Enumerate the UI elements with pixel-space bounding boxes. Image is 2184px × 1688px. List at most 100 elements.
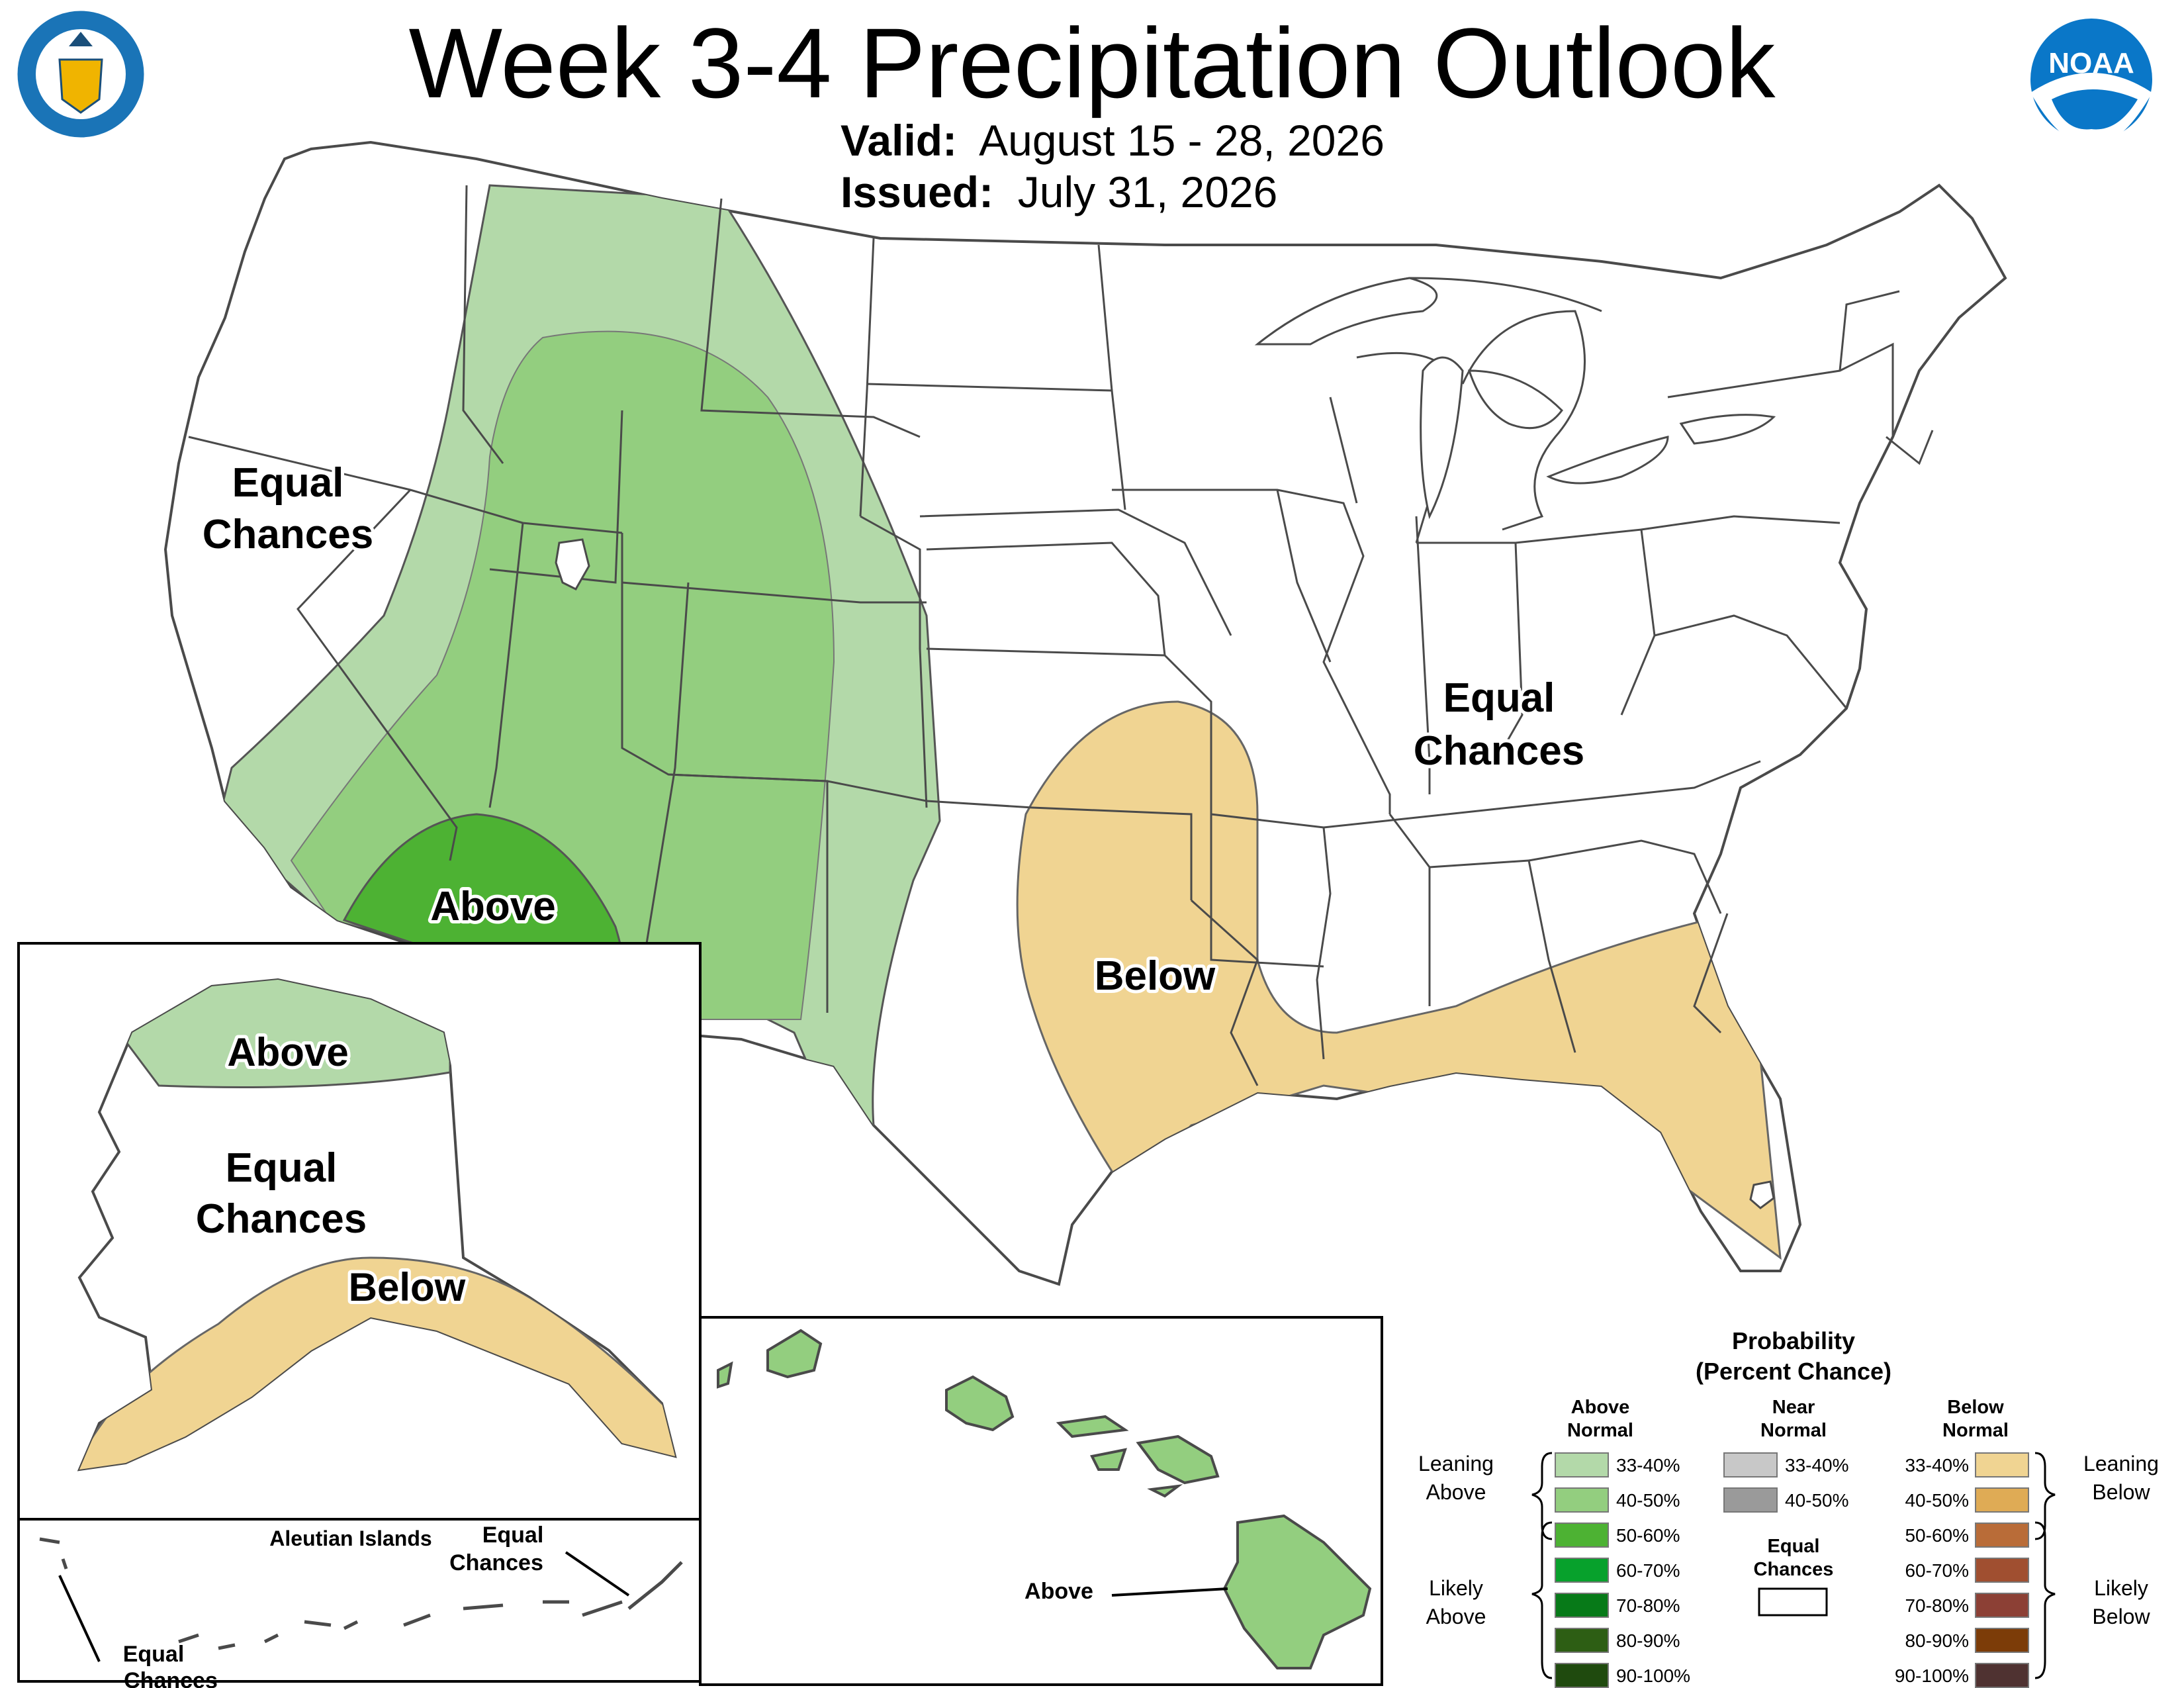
legend-below-swatch — [1975, 1663, 2029, 1688]
eagle-icon — [69, 32, 93, 46]
valid-value: August 15 - 28, 2026 — [979, 116, 1385, 165]
aleutian-equal-right-1: Equal — [482, 1523, 544, 1548]
legend-near-column: 33-40% 40-50% — [1723, 1452, 1849, 1513]
west-equal-label-2: Chances — [203, 512, 373, 557]
legend-above-swatch — [1555, 1593, 1609, 1618]
legend-above-swatch — [1555, 1523, 1609, 1548]
east-equal-label-1: Equal — [1443, 675, 1555, 721]
aleutian-equal-right-2: Chances — [449, 1550, 543, 1575]
legend-leaning-below-bracket — [2034, 1452, 2056, 1540]
legend-above-swatch — [1555, 1628, 1609, 1653]
aleutian-right-pointer — [565, 1551, 630, 1597]
aleutian-title: Aleutian Islands — [269, 1526, 432, 1550]
legend-above-label: 40-50% — [1616, 1490, 1680, 1511]
alaska-above-label: Above — [227, 1030, 348, 1074]
legend-above-head-2: Normal — [1567, 1420, 1633, 1441]
issued-value: July 31, 2026 — [1017, 167, 1278, 216]
legend-below-column: 33-40% 40-50% 50-60% 60-70% 70-80% 80-90% 90-1… — [1895, 1452, 2029, 1688]
legend-above-swatch — [1555, 1558, 1609, 1583]
legend-title-2: (Percent Chance) — [1696, 1358, 1891, 1385]
south-below-label: Below — [1095, 953, 1216, 999]
legend-below-swatch — [1975, 1558, 2029, 1583]
legend-above-label: 80-90% — [1616, 1630, 1680, 1651]
legend-near-head-1: Near — [1772, 1397, 1815, 1418]
legend-below-label: 60-70% — [1905, 1560, 1969, 1581]
southwest-above-label: Above — [430, 884, 555, 929]
aleutian-equal-left-2: Chances — [124, 1668, 218, 1688]
legend-near-swatch — [1723, 1487, 1778, 1513]
legend-below-label: 40-50% — [1905, 1490, 1969, 1511]
hawaii-above-label: Above — [1024, 1579, 1093, 1604]
legend-below-label: 90-100% — [1895, 1665, 1969, 1686]
legend-below-swatch — [1975, 1628, 2029, 1653]
valid-label: Valid: — [841, 116, 958, 165]
legend-below-label: 50-60% — [1905, 1525, 1969, 1546]
legend-below-label: 33-40% — [1905, 1455, 1969, 1476]
legend-above-label: 90-100% — [1616, 1665, 1690, 1686]
legend-near-head-2: Normal — [1760, 1420, 1827, 1441]
aleutian-islands — [39, 1537, 683, 1650]
noaa-logo-text: NOAA — [2048, 47, 2134, 79]
hawaii-pointer — [1111, 1587, 1228, 1597]
legend-near-label: 33-40% — [1785, 1455, 1849, 1476]
legend-near-label: 40-50% — [1785, 1490, 1849, 1511]
legend-likely-above-bracket — [1531, 1521, 1553, 1679]
great-lakes — [1254, 277, 1776, 520]
legend-equal-1: Equal — [1768, 1536, 1820, 1557]
alaska-below-label: Below — [349, 1265, 466, 1309]
aleutian-inset-frame — [17, 1518, 702, 1683]
aleutian-inset: Aleutian Islands Equal Chances Equal Cha… — [17, 1518, 702, 1688]
aleutian-equal-left-1: Equal — [123, 1642, 185, 1667]
commerce-seal — [15, 9, 146, 140]
legend-leaning-above-1: Leaning — [1418, 1452, 1494, 1476]
legend-title-1: Probability — [1732, 1327, 1855, 1354]
great-salt-lake — [555, 538, 590, 590]
legend-below-swatch — [1975, 1487, 2029, 1513]
page-title: Week 3-4 Precipitation Outlook — [408, 7, 1776, 118]
legend-below-swatch — [1975, 1452, 2029, 1477]
legend-likely-above-2: Above — [1426, 1605, 1486, 1628]
legend-above-label: 50-60% — [1616, 1525, 1680, 1546]
hawaii-islands — [717, 1329, 1372, 1669]
issued-label: Issued: — [841, 167, 994, 216]
aleutian-left-pointer — [58, 1575, 101, 1662]
legend-leaning-above-bracket — [1531, 1452, 1553, 1540]
alaska-inset: Above Equal Chances Below — [17, 942, 702, 1521]
alaska-above-region — [117, 980, 451, 1088]
legend-above-label: 33-40% — [1616, 1455, 1680, 1476]
west-equal-label-1: Equal — [232, 460, 344, 506]
legend-leaning-above-2: Above — [1426, 1480, 1486, 1504]
legend-below-label: 70-80% — [1905, 1595, 1969, 1616]
legend-leaning-below-2: Below — [2092, 1480, 2150, 1504]
legend-above-label: 70-80% — [1616, 1595, 1680, 1616]
legend-equal-swatch — [1758, 1587, 1828, 1617]
legend-above-column: 33-40% 40-50% 50-60% 60-70% 70-80% 80-90% 90-1… — [1555, 1452, 1690, 1688]
legend-above-swatch — [1555, 1487, 1609, 1513]
alaska-equal-label-1: Equal — [226, 1145, 338, 1191]
shield-icon — [58, 58, 103, 114]
state-borders — [188, 185, 1934, 1086]
issued-line: Issued: July 31, 2026 — [841, 165, 1277, 218]
legend-above-head-1: Above — [1571, 1397, 1630, 1418]
legend-likely-below-2: Below — [2092, 1605, 2150, 1628]
alaska-equal-label-2: Chances — [196, 1196, 367, 1242]
legend-below-label: 80-90% — [1905, 1630, 1969, 1651]
legend-leaning-below-1: Leaning — [2083, 1452, 2159, 1476]
east-equal-label-2: Chances — [1414, 728, 1584, 774]
legend-below-swatch — [1975, 1593, 2029, 1618]
legend: Probability (Percent Chance) Above Norma… — [1418, 1327, 2159, 1688]
legend-below-head-2: Normal — [1942, 1420, 2009, 1441]
legend-equal-2: Chances — [1754, 1559, 1834, 1580]
legend-likely-below-1: Likely — [2094, 1576, 2148, 1600]
valid-line: Valid: August 15 - 28, 2026 — [841, 114, 1385, 167]
noaa-logo: NOAA — [2030, 19, 2152, 142]
legend-above-swatch — [1555, 1452, 1609, 1477]
hawaii-inset: Above — [699, 1316, 1383, 1686]
legend-likely-below-bracket — [2034, 1521, 2056, 1679]
legend-above-label: 60-70% — [1616, 1560, 1680, 1581]
lake-okeechobee — [1749, 1180, 1775, 1209]
legend-near-swatch — [1723, 1452, 1778, 1477]
legend-likely-above-1: Likely — [1429, 1576, 1483, 1600]
